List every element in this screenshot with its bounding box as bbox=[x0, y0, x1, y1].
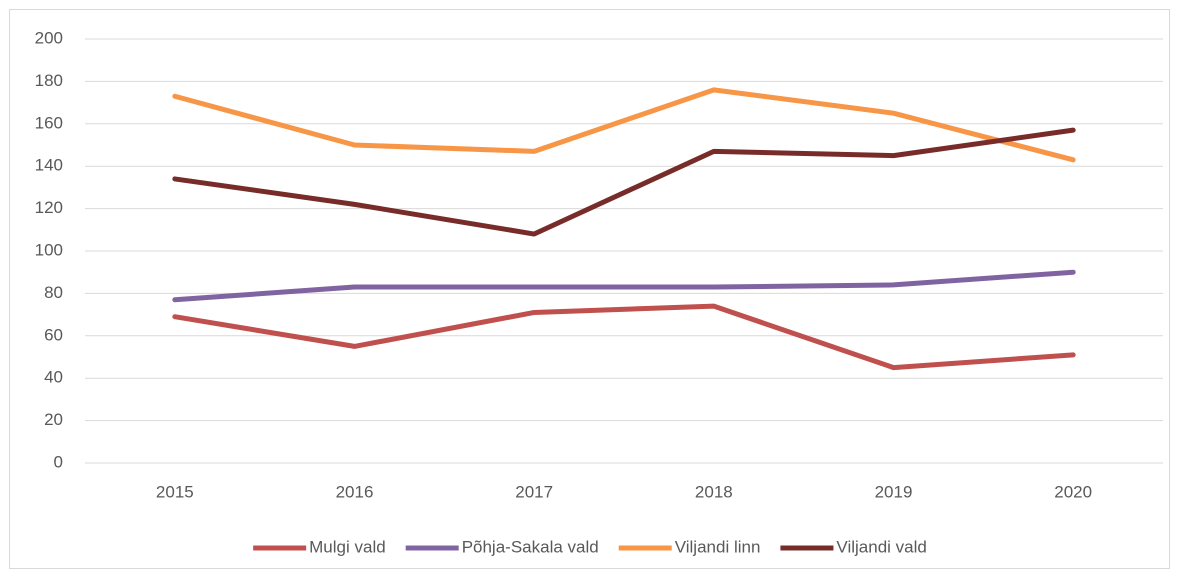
y-tick-label: 40 bbox=[44, 368, 63, 387]
legend-label: Põhja-Sakala vald bbox=[462, 537, 599, 556]
y-tick-label: 200 bbox=[35, 28, 63, 47]
y-tick-label: 100 bbox=[35, 240, 63, 259]
y-tick-label: 60 bbox=[44, 325, 63, 344]
line-series bbox=[172, 87, 1076, 163]
line-series bbox=[172, 303, 1076, 371]
y-tick-label: 160 bbox=[35, 113, 63, 132]
line-series bbox=[172, 269, 1076, 303]
legend-label: Viljandi vald bbox=[836, 537, 926, 556]
legend-label: Viljandi linn bbox=[675, 537, 761, 556]
x-tick-label: 2015 bbox=[156, 482, 194, 501]
x-tick-label: 2018 bbox=[695, 482, 733, 501]
x-tick-label: 2020 bbox=[1054, 482, 1092, 501]
y-tick-label: 80 bbox=[44, 283, 63, 302]
x-tick-label: 2016 bbox=[336, 482, 374, 501]
line-series bbox=[172, 127, 1076, 237]
y-tick-label: 20 bbox=[44, 410, 63, 429]
y-tick-label: 140 bbox=[35, 156, 63, 175]
y-tick-label: 180 bbox=[35, 71, 63, 90]
legend-label: Mulgi vald bbox=[309, 537, 386, 556]
x-tick-label: 2017 bbox=[515, 482, 553, 501]
y-tick-label: 0 bbox=[54, 452, 63, 471]
x-tick-label: 2019 bbox=[875, 482, 913, 501]
y-tick-label: 120 bbox=[35, 198, 63, 217]
